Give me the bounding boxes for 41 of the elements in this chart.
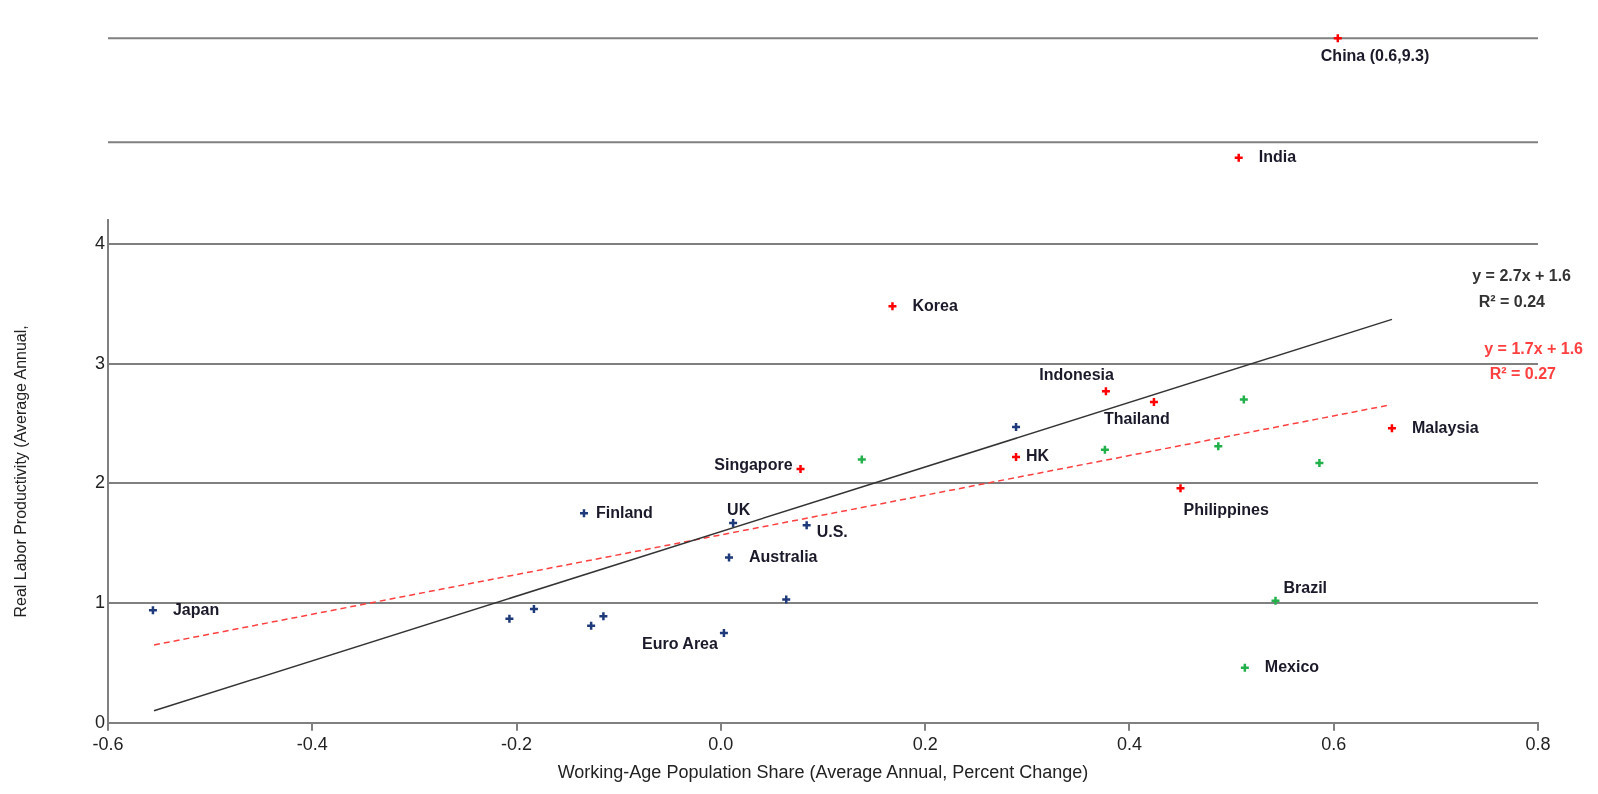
x-tick-label: 0.4 (1116, 733, 1142, 754)
y-tick-label: 2 (94, 472, 105, 493)
x-tick-label: 0.0 (708, 733, 734, 754)
annotation: UK (727, 501, 751, 519)
point (504, 613, 515, 624)
x-axis-title: Working-Age Population Share (Average Annual, Percent Change) (557, 762, 1089, 783)
annotation: Finland (595, 503, 653, 521)
annotation: Japan (172, 600, 220, 618)
annotation: HK (1026, 447, 1050, 465)
annotation: Thailand (1103, 410, 1170, 428)
annotation: y = 1.7x + 1.6 (1484, 340, 1584, 358)
y-tick-label: 3 (94, 352, 105, 373)
x-tick-label: 0.2 (912, 733, 938, 754)
annotation: R² = 0.24 (1478, 293, 1546, 311)
x-tick-label: -0.2 (501, 733, 533, 754)
annotation: Indonesia (1039, 365, 1115, 383)
annotation: China (0.6,9.3) (1320, 46, 1430, 64)
x-tick-label: 0.8 (1525, 733, 1551, 754)
annotation: U.S. (816, 522, 848, 540)
annotation: Korea (912, 296, 958, 314)
point (598, 611, 609, 622)
annotation: Brazil (1283, 579, 1328, 597)
point (1270, 595, 1281, 606)
annotation: Australia (749, 548, 818, 565)
x-tick-label: -0.6 (92, 733, 124, 754)
annotation: y = 2.7x + 1.6 (1472, 267, 1572, 285)
annotation: Singapore (714, 456, 793, 474)
point (1213, 441, 1224, 452)
y-axis-title: Real Labor Productivity (Average Annual, (12, 325, 30, 618)
annotation: Mexico (1264, 658, 1320, 676)
y-tick-label: 1 (94, 592, 105, 613)
annotation: Philippines (1183, 500, 1269, 518)
x-tick-label: 0.6 (1321, 733, 1347, 754)
annotation: Euro Area (642, 635, 719, 653)
y-tick-label: 0 (94, 711, 105, 732)
point (801, 520, 812, 531)
x-tick-label: -0.4 (296, 733, 328, 754)
annotation: India (1258, 148, 1297, 166)
y-tick-label: 4 (94, 232, 105, 253)
annotation: Malaysia (1411, 418, 1479, 436)
annotation: R² = 0.27 (1489, 365, 1557, 383)
